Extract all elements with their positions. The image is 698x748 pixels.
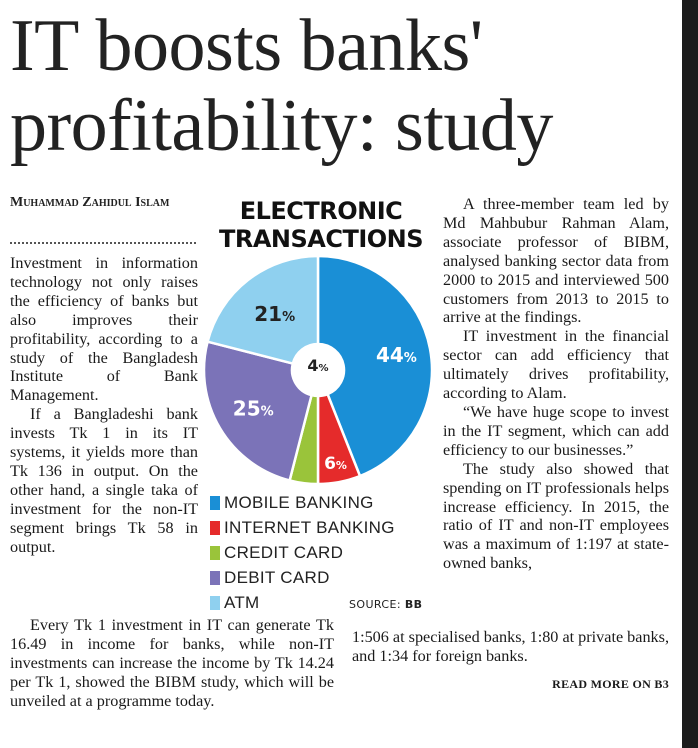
paragraph-7-continued: 1:506 at specialised banks, 1:80 at priv… <box>352 628 669 665</box>
article-column-1-continued: Every Tk 1 investment in IT can generate… <box>10 616 334 711</box>
article-column-3-continued: 1:506 at specialised banks, 1:80 at priv… <box>352 628 669 666</box>
chart-title: ELECTRONIC TRANSACTIONS <box>218 197 424 253</box>
slice-debit-card <box>202 340 314 482</box>
legend-label: CREDIT CARD <box>224 543 344 562</box>
legend-label: ATM <box>224 593 260 612</box>
paragraph-5: IT investment in the financial sector ca… <box>443 327 669 403</box>
read-more-link[interactable]: READ MORE ON B3 <box>552 677 669 691</box>
slice-atm <box>206 254 320 366</box>
chart-legend: MOBILE BANKING INTERNET BANKING CREDIT CAR… <box>210 490 430 615</box>
legend-swatch <box>210 520 220 535</box>
legend-label: INTERNET BANKING <box>224 518 395 537</box>
legend-label: DEBIT CARD <box>224 568 330 587</box>
paragraph-3: Every Tk 1 investment in IT can generate… <box>10 616 334 710</box>
slice-mobile-banking <box>316 254 434 478</box>
byline: Muhammad Zahidul Islam <box>10 195 170 210</box>
chart-source: SOURCE: BB <box>349 598 439 611</box>
paragraph-2: If a Bangladeshi bank invests Tk 1 in it… <box>10 405 198 556</box>
legend-label: MOBILE BANKING <box>224 493 374 512</box>
legend-swatch <box>210 495 220 510</box>
legend-item-internet-banking: INTERNET BANKING <box>210 515 430 540</box>
legend-swatch <box>210 570 220 585</box>
paragraph-1: Investment in information technology not… <box>10 254 198 405</box>
legend-swatch <box>210 545 220 560</box>
headline: IT boosts banks' profitability: study <box>10 5 553 167</box>
source-label: SOURCE: <box>349 598 401 611</box>
legend-item-mobile-banking: MOBILE BANKING <box>210 490 430 515</box>
article-column-3: A three-member team led by Md Mahbubur R… <box>443 195 669 573</box>
legend-item-atm: ATM <box>210 590 430 615</box>
legend-swatch <box>210 595 220 610</box>
slice-label-internet-banking: 6% <box>324 454 347 474</box>
byline-divider <box>10 242 196 244</box>
paragraph-7: The study also showed that spending on I… <box>443 459 669 573</box>
donut-chart: 44%6%4%25%21% <box>202 254 434 486</box>
paragraph-4: A three-member team led by Md Mahbubur R… <box>443 195 669 327</box>
legend-item-credit-card: CREDIT CARD <box>210 540 430 565</box>
legend-item-debit-card: DEBIT CARD <box>210 565 430 590</box>
article-column-1: Investment in information technology not… <box>10 254 198 557</box>
slice-label-credit-card: 4% <box>307 356 328 375</box>
source-value: BB <box>404 598 423 611</box>
paragraph-6: “We have huge scope to invest in the IT … <box>443 402 669 459</box>
page-edge-shadow <box>682 0 698 748</box>
